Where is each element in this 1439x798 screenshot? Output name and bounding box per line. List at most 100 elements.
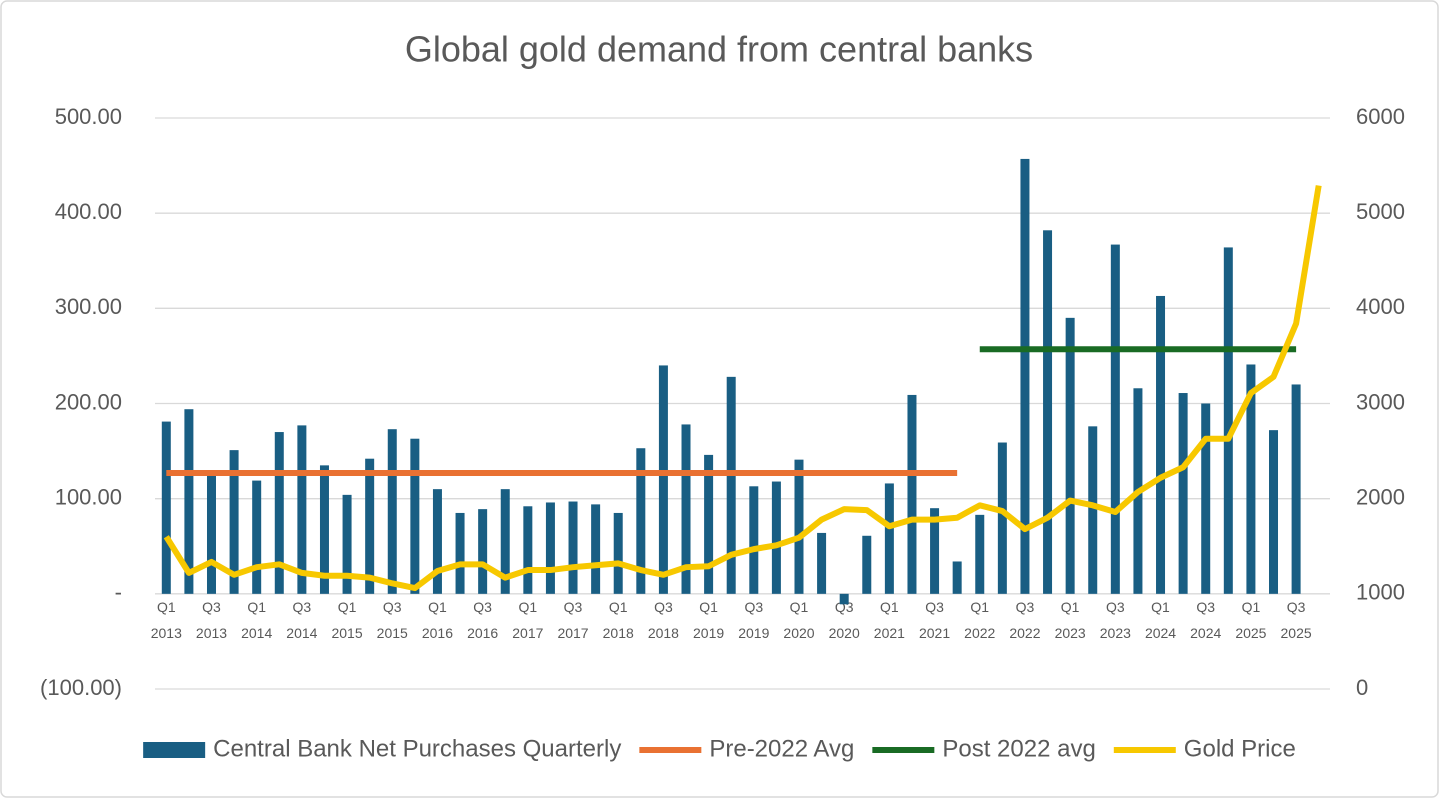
bar (1110, 244, 1120, 594)
bar (771, 481, 781, 594)
bar (297, 425, 307, 594)
bar (658, 365, 668, 594)
bar (636, 448, 646, 594)
y-tick-label: 100.00 (55, 484, 122, 509)
y-tick-label: 500.00 (55, 104, 122, 129)
x-tick-label: Q3 2021 (919, 599, 950, 641)
x-tick-label: Q3 2022 (1009, 599, 1040, 641)
y2-tick-label: 4000 (1356, 294, 1405, 319)
bar (206, 474, 216, 594)
bar (1246, 364, 1256, 594)
x-tick-label: Q3 2016 (467, 599, 498, 641)
y-tick-label: - (115, 580, 122, 605)
bar (704, 454, 714, 594)
bar (681, 424, 691, 594)
bar (184, 409, 194, 594)
bar (342, 494, 352, 594)
bar (975, 514, 985, 594)
bar (1291, 384, 1301, 594)
bar (274, 432, 284, 594)
y2-tick-label: 0 (1356, 675, 1368, 700)
bar (613, 512, 623, 594)
x-tick-label: Q1 2015 (331, 599, 362, 641)
x-tick-label: Q1 2014 (241, 599, 272, 641)
legend-label: Pre-2022 Avg (709, 735, 854, 762)
bar (455, 512, 465, 594)
bar (930, 508, 940, 594)
y2-tick-label: 5000 (1356, 199, 1405, 224)
y2-tick-label: 6000 (1356, 104, 1405, 129)
bar (1065, 317, 1075, 594)
x-tick-label: Q1 2025 (1235, 599, 1266, 641)
chart-title: Global gold demand from central banks (405, 29, 1033, 70)
bar (817, 532, 827, 594)
bar (749, 486, 759, 594)
x-tick-label: Q1 2013 (151, 599, 182, 641)
x-tick-label: Q1 2023 (1055, 599, 1086, 641)
bar (1223, 247, 1233, 594)
x-tick-label: Q3 2014 (286, 599, 317, 641)
bar (884, 483, 894, 594)
legend-swatch (143, 742, 206, 758)
y-tick-label: (100.00) (40, 675, 122, 700)
x-tick-label: Q1 2016 (422, 599, 453, 641)
bar (1269, 430, 1279, 594)
line-series (163, 185, 1322, 592)
bar (839, 593, 849, 605)
bar (1156, 295, 1166, 594)
y2-tick-label: 2000 (1356, 484, 1405, 509)
bar (500, 489, 510, 594)
bar (1020, 158, 1030, 594)
x-tick-label: Q1 2021 (874, 599, 905, 641)
x-tick-label: Q1 2018 (603, 599, 634, 641)
bar (726, 376, 736, 594)
x-tick-label: Q1 2024 (1145, 599, 1176, 641)
bar (952, 561, 962, 594)
bar (523, 506, 533, 594)
bar (478, 509, 488, 594)
bar (1088, 426, 1098, 594)
bar (794, 459, 804, 594)
bar (907, 394, 917, 594)
legend-label: Central Bank Net Purchases Quarterly (213, 735, 621, 762)
bar (252, 480, 262, 594)
bar (568, 501, 578, 594)
bar (591, 504, 601, 594)
y-tick-label: 200.00 (55, 389, 122, 414)
x-tick-label: Q3 2017 (557, 599, 588, 641)
bar (432, 489, 442, 594)
x-tick-label: Q3 2013 (196, 599, 227, 641)
legend-label: Post 2022 avg (942, 735, 1095, 762)
legend-label: Gold Price (1184, 735, 1296, 762)
bar (229, 450, 239, 594)
y2-tick-label: 3000 (1356, 389, 1405, 414)
x-tick-label: Q1 2020 (783, 599, 814, 641)
bar (997, 442, 1007, 594)
bar (1178, 393, 1188, 594)
x-tick-label: Q3 2025 (1281, 599, 1312, 641)
x-tick-label: Q3 2024 (1190, 599, 1221, 641)
bar (319, 465, 329, 594)
bar (365, 458, 375, 594)
bar (862, 535, 872, 594)
x-tick-label: Q3 2019 (738, 599, 769, 641)
bar (545, 502, 555, 594)
x-tick-label: Q1 2019 (693, 599, 724, 641)
x-tick-label: Q3 2023 (1100, 599, 1131, 641)
x-tick-label: Q3 2020 (829, 599, 860, 641)
x-tick-label: Q1 2022 (964, 599, 995, 641)
x-tick-label: Q3 2015 (377, 599, 408, 641)
y2-tick-label: 1000 (1356, 580, 1405, 605)
y-tick-label: 300.00 (55, 294, 122, 319)
y-tick-label: 400.00 (55, 199, 122, 224)
bar (1043, 230, 1053, 594)
bar (410, 438, 420, 594)
bar (161, 421, 171, 594)
x-tick-label: Q1 2017 (512, 599, 543, 641)
bar (1201, 403, 1211, 594)
x-tick-label: Q3 2018 (648, 599, 679, 641)
bar (387, 429, 397, 594)
